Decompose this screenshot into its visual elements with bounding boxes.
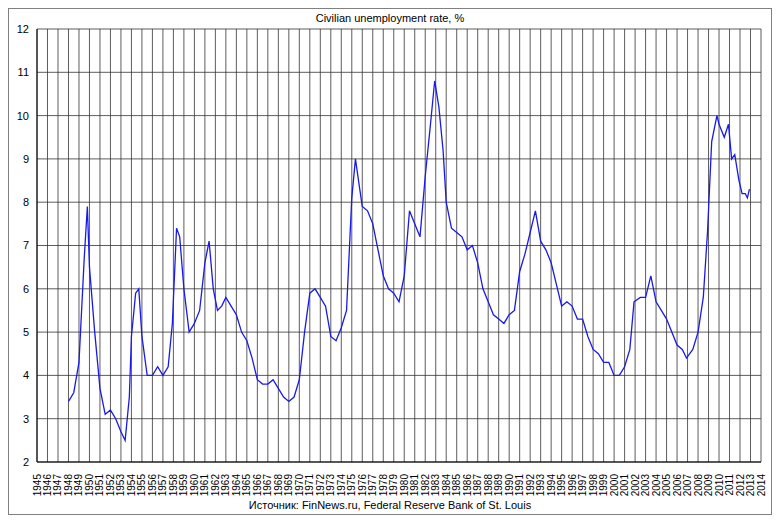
svg-text:1962: 1962 (210, 474, 221, 497)
svg-text:1976: 1976 (357, 474, 368, 497)
svg-text:2006: 2006 (672, 474, 683, 497)
html-text:Civilian unemployment rate, %: Civilian unemployment rate, % (315, 12, 465, 24)
svg-text:1949: 1949 (73, 474, 84, 497)
svg-text:1996: 1996 (567, 474, 578, 497)
svg-text:1953: 1953 (115, 474, 126, 497)
svg-text:1991: 1991 (514, 474, 525, 497)
svg-text:2011: 2011 (724, 474, 735, 496)
svg-text:1959: 1959 (178, 474, 189, 497)
svg-text:2007: 2007 (682, 474, 693, 497)
svg-text:4: 4 (23, 369, 29, 381)
svg-text:10: 10 (17, 110, 29, 122)
svg-text:1960: 1960 (189, 474, 200, 497)
svg-text:1955: 1955 (136, 474, 147, 497)
svg-text:1987: 1987 (472, 474, 483, 497)
svg-text:1968: 1968 (273, 474, 284, 497)
svg-text:2012: 2012 (735, 474, 746, 497)
html-text:Источник: FinNews.ru, Federal: Источник: FinNews.ru, Federal Reserve Ba… (248, 499, 532, 511)
svg-text:1957: 1957 (157, 474, 168, 497)
svg-text:2013: 2013 (745, 474, 756, 497)
svg-text:1990: 1990 (504, 474, 515, 497)
svg-text:1969: 1969 (283, 474, 294, 497)
svg-text:9: 9 (23, 153, 29, 165)
svg-text:1998: 1998 (588, 474, 599, 497)
svg-text:1993: 1993 (535, 474, 546, 497)
svg-text:1995: 1995 (556, 474, 567, 497)
svg-text:11: 11 (18, 66, 29, 78)
svg-text:1988: 1988 (483, 474, 494, 497)
svg-text:1967: 1967 (262, 474, 273, 497)
svg-text:2: 2 (23, 456, 29, 468)
svg-text:1982: 1982 (420, 474, 431, 497)
svg-text:7: 7 (23, 239, 29, 251)
svg-text:2010: 2010 (714, 474, 725, 497)
svg-text:1992: 1992 (525, 474, 536, 497)
svg-text:1950: 1950 (84, 474, 95, 497)
svg-text:2001: 2001 (619, 474, 630, 497)
svg-text:1964: 1964 (231, 474, 242, 497)
svg-text:1973: 1973 (325, 474, 336, 497)
svg-text:2002: 2002 (630, 474, 641, 497)
svg-text:1966: 1966 (252, 474, 263, 497)
svg-text:1997: 1997 (577, 474, 588, 497)
svg-text:1956: 1956 (147, 474, 158, 497)
svg-text:3: 3 (23, 413, 29, 425)
svg-text:2008: 2008 (693, 474, 704, 497)
svg-text:1958: 1958 (168, 474, 179, 497)
svg-text:1989: 1989 (493, 474, 504, 497)
svg-text:1946: 1946 (42, 474, 53, 497)
svg-text:8: 8 (23, 196, 29, 208)
svg-text:2003: 2003 (640, 474, 651, 497)
svg-text:6: 6 (23, 283, 29, 295)
svg-text:1972: 1972 (315, 474, 326, 497)
svg-text:1978: 1978 (378, 474, 389, 497)
svg-text:1985: 1985 (451, 474, 462, 497)
svg-text:2000: 2000 (609, 474, 620, 497)
svg-text:1952: 1952 (105, 474, 116, 497)
svg-text:2014: 2014 (756, 474, 767, 497)
svg-text:1971: 1971 (304, 474, 315, 497)
svg-text:1981: 1981 (409, 474, 420, 497)
svg-text:1983: 1983 (430, 474, 441, 497)
svg-text:1970: 1970 (294, 474, 305, 497)
svg-text:1974: 1974 (336, 474, 347, 497)
svg-text:1961: 1961 (199, 474, 210, 497)
svg-text:1979: 1979 (388, 474, 399, 497)
svg-text:2009: 2009 (703, 474, 714, 497)
svg-text:1984: 1984 (441, 474, 452, 497)
svg-text:2005: 2005 (661, 474, 672, 497)
svg-text:1954: 1954 (126, 474, 137, 497)
svg-text:1975: 1975 (346, 474, 357, 497)
svg-text:2004: 2004 (651, 474, 662, 497)
svg-text:1951: 1951 (94, 474, 105, 497)
svg-text:1986: 1986 (462, 474, 473, 497)
svg-text:1994: 1994 (546, 474, 557, 497)
svg-text:1999: 1999 (598, 474, 609, 497)
svg-text:12: 12 (17, 23, 29, 35)
svg-text:5: 5 (23, 326, 29, 338)
svg-text:1947: 1947 (52, 474, 63, 497)
svg-text:1948: 1948 (63, 474, 74, 497)
svg-text:1965: 1965 (241, 474, 252, 497)
svg-text:1945: 1945 (32, 474, 43, 497)
svg-text:1963: 1963 (220, 474, 231, 497)
svg-text:1977: 1977 (367, 474, 378, 497)
svg-text:1980: 1980 (399, 474, 410, 497)
